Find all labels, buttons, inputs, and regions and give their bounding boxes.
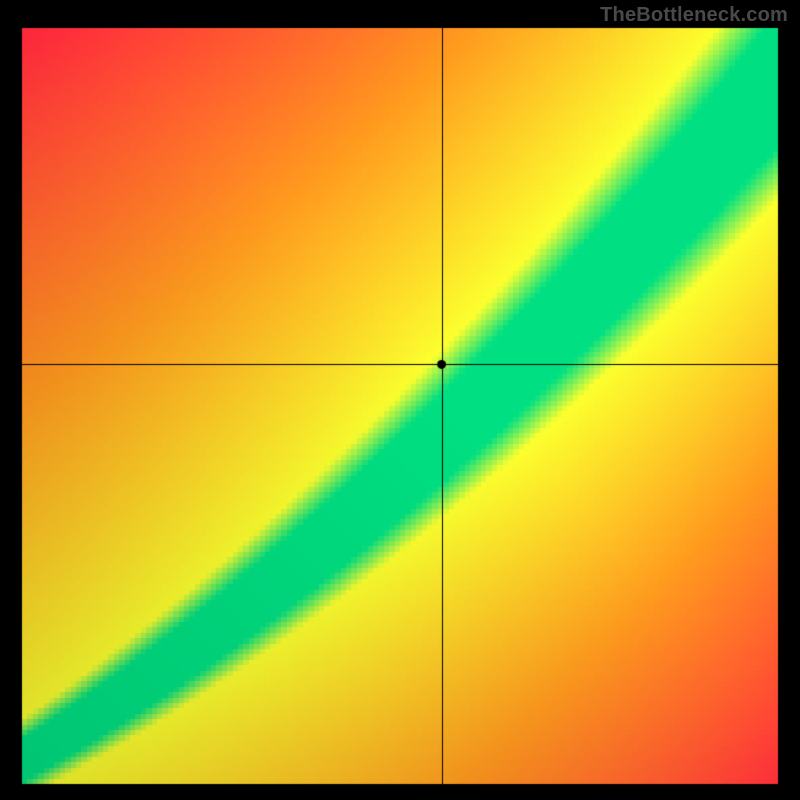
watermark-text: TheBottleneck.com <box>600 4 788 27</box>
bottleneck-heatmap <box>0 0 800 800</box>
chart-container: TheBottleneck.com <box>0 0 800 800</box>
